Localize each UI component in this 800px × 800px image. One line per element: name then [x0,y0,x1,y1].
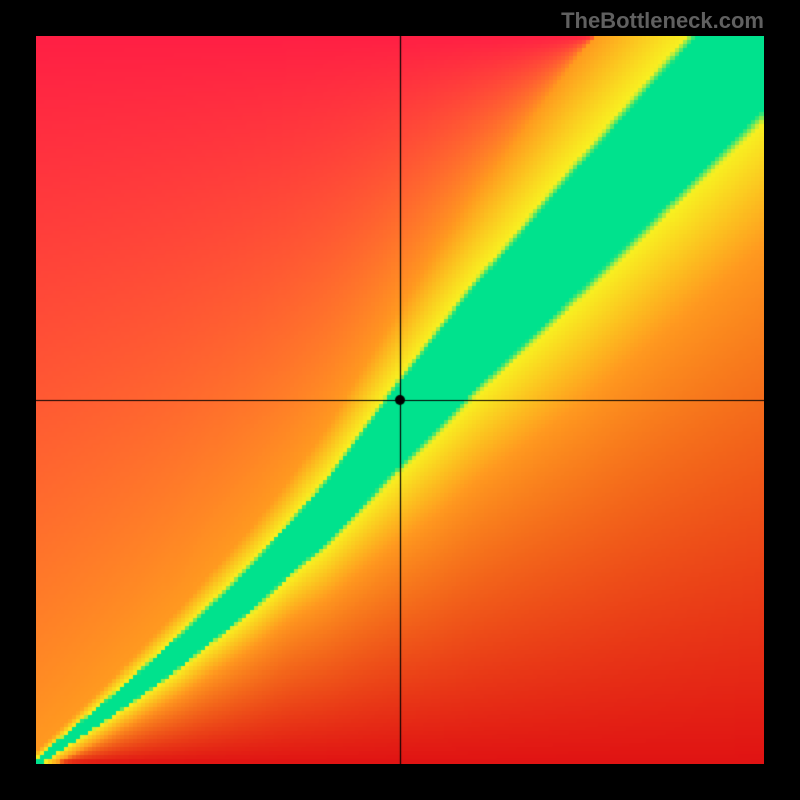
crosshair-overlay [36,36,764,764]
watermark-text: TheBottleneck.com [561,8,764,34]
